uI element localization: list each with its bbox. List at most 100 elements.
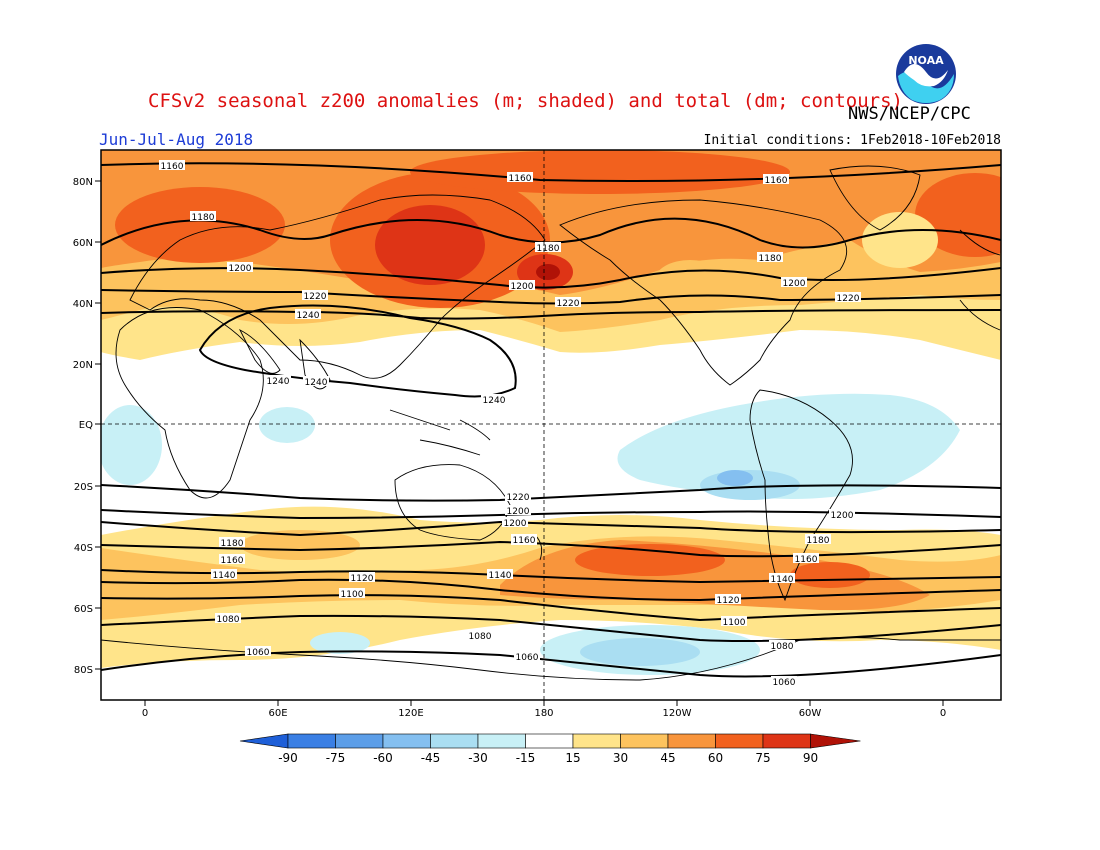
lon-label: 180 xyxy=(534,708,553,719)
contour-1100-s xyxy=(101,594,1001,622)
contour-label: 1080 xyxy=(217,615,240,625)
contour-label-bg xyxy=(302,290,328,300)
colorbar-level-label: 45 xyxy=(660,751,675,765)
contour-label: 1200 xyxy=(229,264,252,274)
contour-label: 1180 xyxy=(759,254,782,264)
lon-label: 0 xyxy=(940,708,946,719)
axes: 80N 60N 40N 20N EQ 20S 40S 60S 80S 0 60E 120E 180 120… xyxy=(73,177,946,719)
colorbar-swatch xyxy=(667,733,716,749)
contour-label: 1100 xyxy=(341,590,364,600)
svg-text:NOAA: NOAA xyxy=(908,54,944,67)
lon-label: 60W xyxy=(799,708,822,719)
contour-label-bg xyxy=(511,534,537,544)
contour-label: 1160 xyxy=(513,536,536,546)
lat-label: 60N xyxy=(73,238,93,249)
lat-label: 20N xyxy=(73,360,93,371)
contour-label: 1100 xyxy=(723,618,746,628)
contour-label: 1200 xyxy=(831,511,854,521)
colorbar-swatch xyxy=(715,733,764,749)
contour-1240-n xyxy=(101,309,1001,320)
colorbar-level-label: -75 xyxy=(326,751,346,765)
lon-label: 120W xyxy=(663,708,692,719)
initial-conditions: Initial conditions: 1Feb2018-10Feb2018 xyxy=(703,133,1001,148)
contour-label-bg xyxy=(715,594,741,604)
anomaly-neg-southern-pacific-30 xyxy=(580,638,700,666)
antarctica-coast xyxy=(101,637,1001,681)
contour-label: 1220 xyxy=(304,292,327,302)
contour-label: 1180 xyxy=(807,536,830,546)
contour-1080-s xyxy=(101,614,1001,642)
lon-label: 120E xyxy=(398,708,423,719)
contour-label-bg xyxy=(467,630,493,640)
contour-label-bg xyxy=(505,505,531,515)
colorbar-level-label: -15 xyxy=(516,751,536,765)
contour-label: 1240 xyxy=(267,377,290,387)
contour-label: 1200 xyxy=(783,279,806,289)
contour-label-bg xyxy=(211,569,237,579)
contour-label: 1220 xyxy=(557,299,580,309)
contour-label: 1200 xyxy=(504,519,527,529)
contour-label-bg xyxy=(509,280,535,290)
contour-label-bg xyxy=(481,394,507,404)
contour-label-bg xyxy=(769,573,795,583)
contour-label-bg xyxy=(339,588,365,598)
contour-label: 1200 xyxy=(507,507,530,517)
contour-1060-s xyxy=(101,650,1001,678)
lat-label: 40N xyxy=(73,299,93,310)
anomaly-neg-indian xyxy=(259,407,315,443)
north-america-coast xyxy=(559,199,848,386)
contour-label-bg xyxy=(487,569,513,579)
colorbar-left-arrow xyxy=(239,733,289,749)
contour-1160-n xyxy=(101,162,1001,182)
colorbar-swatch xyxy=(572,733,621,749)
contour-label-bg xyxy=(771,676,797,686)
anomaly-60-indian xyxy=(240,530,360,560)
contour-label: 1240 xyxy=(297,311,320,321)
contour-label-bg xyxy=(219,537,245,547)
noaa-logo: NOAA xyxy=(896,44,956,104)
contour-1200-n xyxy=(101,267,1001,289)
contour-label-bg xyxy=(502,517,528,527)
lat-label: 80S xyxy=(74,665,93,676)
contour-label: 1160 xyxy=(161,162,184,172)
contour-label: 1120 xyxy=(717,596,740,606)
contour-label-bg xyxy=(829,509,855,519)
contour-label-bg xyxy=(805,534,831,544)
contour-label: 1060 xyxy=(516,653,539,663)
anomaly-neg-tropical-pacific-45 xyxy=(717,470,753,486)
se-asia-islands xyxy=(389,409,491,456)
contour-label: 1180 xyxy=(537,244,560,254)
contour-label: 1120 xyxy=(351,574,374,584)
contour-label-bg xyxy=(245,646,271,656)
contour-label-bg xyxy=(835,292,861,302)
colorbar-right-arrow xyxy=(810,733,861,749)
contour-label-bg xyxy=(507,172,533,182)
contour-label-bg xyxy=(265,375,291,385)
coastlines xyxy=(101,165,1001,681)
colorbar-level-label: 75 xyxy=(755,751,770,765)
contour-label-bg xyxy=(349,572,375,582)
arabia-coast xyxy=(238,328,281,374)
colorbar-swatch xyxy=(287,733,336,749)
greenland-coast xyxy=(829,165,921,231)
contour-label-bg xyxy=(227,262,253,272)
contour-label: 1220 xyxy=(837,294,860,304)
contour-label: 1180 xyxy=(192,213,215,223)
colorbar-swatch xyxy=(762,733,811,749)
nh-anomaly-60 xyxy=(101,150,1001,295)
map-frame xyxy=(100,149,1002,701)
africa-coast xyxy=(115,307,264,499)
contour-label-group: 1160 1160 1160 1180 1180 1180 1200 1200 1200 1220… xyxy=(159,160,861,688)
contour-label: 1220 xyxy=(507,493,530,503)
map-title: CFSv2 seasonal z200 anomalies (m; shaded… xyxy=(148,90,903,112)
contour-label: 1060 xyxy=(247,648,270,658)
colorbar-level-label: 30 xyxy=(613,751,628,765)
contour-1220-n xyxy=(101,289,1001,305)
anomaly-75-south-pacific xyxy=(575,544,725,576)
contour-label: 1180 xyxy=(221,539,244,549)
contour-label-bg xyxy=(763,174,789,184)
eurasia-coast xyxy=(129,194,546,379)
contour-label-bg xyxy=(535,242,561,252)
contour-label-bg xyxy=(793,553,819,563)
contour-label-bg xyxy=(781,277,807,287)
